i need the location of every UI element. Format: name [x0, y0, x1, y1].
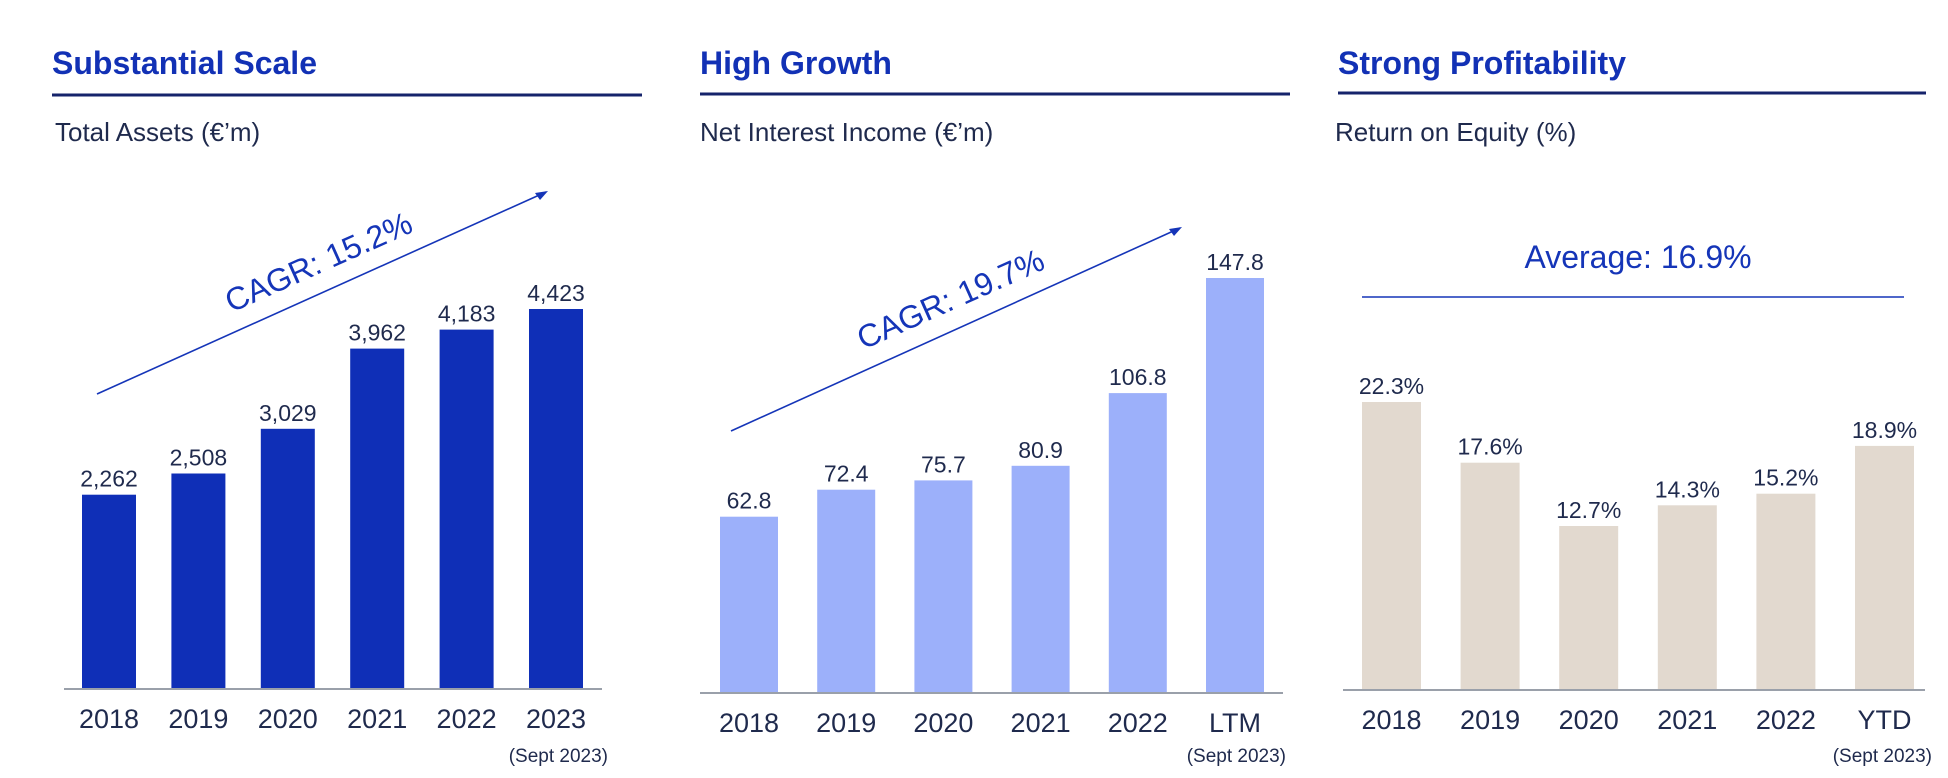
average-label: Average: 16.9%	[1524, 239, 1751, 275]
bar-2021	[350, 348, 405, 689]
data-label: 2,508	[170, 445, 228, 471]
category-label: 2021	[1011, 708, 1071, 738]
panel-title: Strong Profitability	[1338, 45, 1626, 81]
cagr-arrow-line	[730, 227, 1181, 432]
data-label: 3,029	[259, 400, 317, 426]
category-label: 2021	[347, 704, 407, 734]
data-label: 62.8	[727, 488, 772, 514]
data-label: 75.7	[921, 451, 966, 477]
category-label: 2018	[719, 708, 779, 738]
cagr-label: CAGR: 19.7%	[851, 242, 1049, 357]
data-label: 22.3%	[1359, 373, 1424, 399]
bar-2022	[1108, 393, 1167, 693]
panel-strong-profitability: Strong Profitability Return on Equity (%…	[1335, 45, 1932, 767]
bar-2020	[914, 480, 973, 693]
panel-substantial-scale: Substantial Scale Total Assets (€’m) 2,2…	[52, 45, 642, 767]
category-note: (Sept 2023)	[1187, 746, 1286, 767]
bar-ytd	[1855, 445, 1914, 690]
cagr-arrow-head	[535, 191, 548, 200]
bar-2021	[1011, 465, 1070, 693]
cagr-arrow-head	[1169, 227, 1182, 236]
category-label: 2021	[1657, 705, 1717, 735]
category-label: 2020	[913, 708, 973, 738]
category-label: 2019	[1460, 705, 1520, 735]
cagr-label: CAGR: 15.2%	[219, 205, 417, 320]
category-label: 2022	[1756, 705, 1816, 735]
bar-2023	[529, 309, 583, 689]
bar-group: 22.3% 2018 17.6% 2019 12.7% 2020 14.3% 2021 15.2…	[1359, 373, 1917, 735]
bar-2019	[1460, 462, 1520, 690]
category-label: 2020	[258, 704, 318, 734]
category-label: 2018	[1361, 705, 1421, 735]
bar-2020	[1559, 526, 1619, 690]
data-label: 147.8	[1206, 249, 1264, 275]
bar-group: 2,262 2018 2,508 2019 3,029 2020 3,962 2021 4,18…	[79, 280, 586, 734]
data-label: 12.7%	[1556, 497, 1621, 523]
data-label: 17.6%	[1457, 434, 1522, 460]
cagr-arrow-line	[96, 191, 547, 395]
bar-2021	[1657, 505, 1717, 690]
panel-subtitle: Total Assets (€’m)	[55, 117, 260, 147]
bar-2022	[1756, 493, 1816, 690]
panel-title: High Growth	[700, 45, 892, 81]
data-label: 14.3%	[1655, 476, 1720, 502]
category-label: 2020	[1559, 705, 1619, 735]
data-label: 18.9%	[1852, 417, 1917, 443]
data-label: 4,423	[527, 280, 585, 306]
data-label: 3,962	[348, 320, 406, 346]
bar-2020	[260, 428, 315, 689]
category-note: (Sept 2023)	[509, 746, 608, 767]
bar-2018	[1362, 402, 1421, 690]
category-label: YTD	[1858, 705, 1912, 735]
data-label: 15.2%	[1753, 465, 1818, 491]
bar-2019	[171, 473, 226, 689]
data-label: 72.4	[824, 461, 869, 487]
bar-group: 62.8 2018 72.4 2019 75.7 2020 80.9 2021 106.8 202…	[719, 249, 1264, 738]
category-label: LTM	[1209, 708, 1261, 738]
category-label: 2022	[437, 704, 497, 734]
bar-2018	[720, 516, 778, 693]
panel-subtitle: Net Interest Income (€’m)	[700, 117, 993, 147]
bar-ltm	[1206, 278, 1264, 693]
category-label: 2023	[526, 704, 586, 734]
panel-high-growth: High Growth Net Interest Income (€’m) 62…	[700, 45, 1290, 767]
bar-2019	[817, 489, 876, 693]
category-label: 2022	[1108, 708, 1168, 738]
panel-subtitle: Return on Equity (%)	[1335, 117, 1576, 147]
category-label: 2019	[168, 704, 228, 734]
bar-2022	[439, 329, 494, 689]
panel-title: Substantial Scale	[52, 45, 317, 81]
category-label: 2018	[79, 704, 139, 734]
data-label: 4,183	[438, 301, 496, 327]
bar-2018	[82, 494, 136, 689]
data-label: 106.8	[1109, 364, 1167, 390]
category-note: (Sept 2023)	[1833, 746, 1932, 767]
data-label: 80.9	[1018, 437, 1063, 463]
category-label: 2019	[816, 708, 876, 738]
data-label: 2,262	[80, 466, 138, 492]
